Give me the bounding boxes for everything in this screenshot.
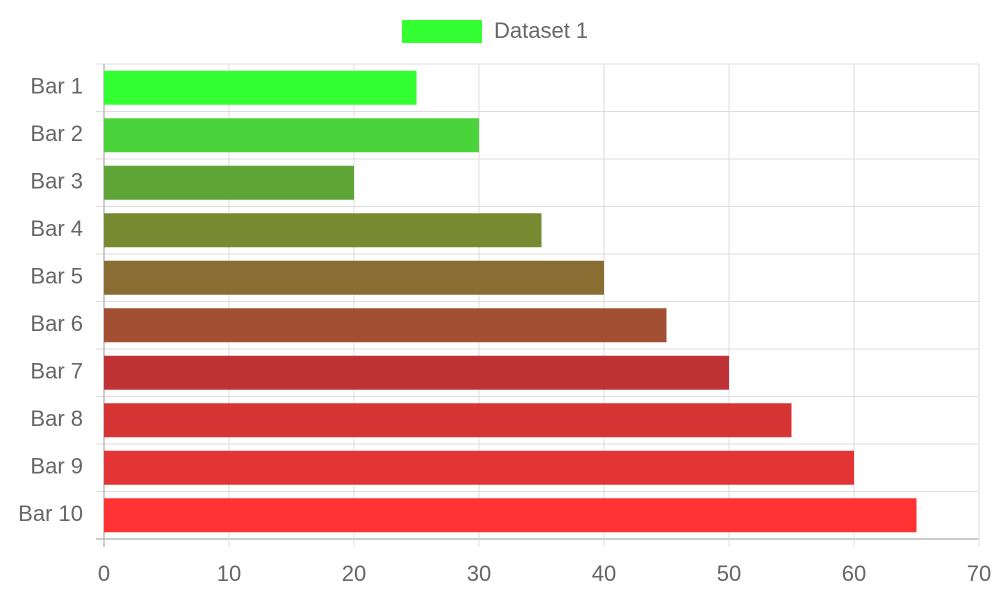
bar: [104, 260, 604, 295]
y-tick-label: Bar 3: [30, 169, 83, 194]
x-tick-label: 50: [717, 561, 741, 586]
x-tick-label: 0: [98, 561, 110, 586]
bar: [104, 403, 792, 438]
y-tick-label: Bar 5: [30, 264, 83, 289]
bar: [104, 118, 479, 153]
x-tick-label: 30: [467, 561, 491, 586]
x-tick-label: 60: [842, 561, 866, 586]
y-tick-label: Bar 8: [30, 406, 83, 431]
y-tick-label: Bar 9: [30, 454, 83, 479]
legend-label: Dataset 1: [494, 18, 588, 43]
bar: [104, 450, 854, 485]
bar: [104, 213, 542, 248]
legend-swatch: [402, 20, 482, 43]
x-tick-label: 40: [592, 561, 616, 586]
x-tick-label: 10: [217, 561, 241, 586]
bar: [104, 70, 417, 105]
y-tick-label: Bar 1: [30, 74, 83, 99]
y-tick-label: Bar 6: [30, 311, 83, 336]
bar: [104, 498, 917, 533]
x-tick-label: 70: [967, 561, 991, 586]
bar: [104, 308, 667, 343]
y-tick-label: Bar 4: [30, 216, 83, 241]
x-tick-label: 20: [342, 561, 366, 586]
y-tick-label: Bar 2: [30, 121, 83, 146]
y-tick-label: Bar 10: [18, 501, 83, 526]
bar: [104, 165, 354, 200]
y-tick-label: Bar 7: [30, 359, 83, 384]
bar: [104, 355, 729, 390]
